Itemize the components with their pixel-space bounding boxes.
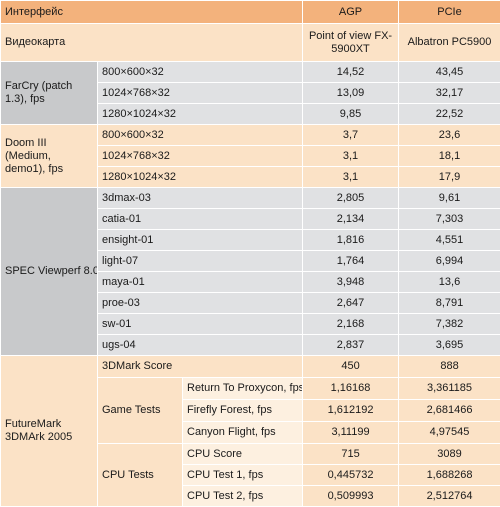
pcie-value: 2,681466: [399, 400, 500, 422]
test-name: light-07: [98, 251, 303, 272]
pcie-value: 17,9: [399, 167, 500, 188]
agp-value: 14,52: [303, 62, 399, 83]
doom-label: Doom III (Medium, demo1), fps: [1, 125, 98, 188]
table-row: FarCry (patch 1.3), fps 800×600×32 14,52…: [1, 62, 500, 83]
agp-value: 450: [303, 356, 399, 378]
agp-header: AGP: [303, 1, 399, 24]
pcie-header: PCIe: [399, 1, 500, 24]
resolution-cell: 1280×1024×32: [98, 104, 303, 125]
pcie-value: 13,6: [399, 272, 500, 293]
pcie-value: 7,382: [399, 314, 500, 335]
pcie-value: 43,45: [399, 62, 500, 83]
agp-value: 3,948: [303, 272, 399, 293]
agp-value: 3,1: [303, 146, 399, 167]
pcie-value: 6,994: [399, 251, 500, 272]
resolution-cell: 800×600×32: [98, 62, 303, 83]
pcie-value: 4,97545: [399, 422, 500, 444]
resolution-cell: 1024×768×32: [98, 83, 303, 104]
test-name: 3DMark Score: [98, 356, 303, 378]
agp-value: 1,764: [303, 251, 399, 272]
resolution-cell: 1024×768×32: [98, 146, 303, 167]
pcie-card-name: Albatron PC5900: [399, 24, 500, 62]
agp-value: 0,445732: [303, 465, 399, 486]
agp-value: 2,805: [303, 188, 399, 209]
pcie-value: 2,512764: [399, 486, 500, 507]
futuremark-label: FutureMark 3DMArk 2005: [1, 356, 98, 507]
agp-card-name: Point of view FX-5900XT: [303, 24, 399, 62]
spec-label: SPEC Viewperf 8.0.1: [1, 188, 98, 356]
agp-value: 2,168: [303, 314, 399, 335]
resolution-cell: 1280×1024×32: [98, 167, 303, 188]
pcie-value: 9,61: [399, 188, 500, 209]
pcie-value: 3,695: [399, 335, 500, 356]
test-name: catia-01: [98, 209, 303, 230]
game-tests-label: Game Tests: [98, 378, 183, 444]
pcie-value: 1,688268: [399, 465, 500, 486]
test-name: Return To Proxycon, fps: [183, 378, 303, 400]
agp-value: 1,16168: [303, 378, 399, 400]
agp-value: 3,1: [303, 167, 399, 188]
pcie-value: 3089: [399, 444, 500, 465]
header-row: Интерфейс AGP PCIe: [1, 1, 500, 24]
pcie-value: 4,551: [399, 230, 500, 251]
agp-value: 1,816: [303, 230, 399, 251]
test-name: proe-03: [98, 293, 303, 314]
videocard-label: Видеокарта: [1, 24, 303, 62]
agp-value: 13,09: [303, 83, 399, 104]
table-row: FutureMark 3DMArk 2005 3DMark Score 450 …: [1, 356, 500, 378]
test-name: Canyon Flight, fps: [183, 422, 303, 444]
resolution-cell: 800×600×32: [98, 125, 303, 146]
agp-value: 715: [303, 444, 399, 465]
test-name: sw-01: [98, 314, 303, 335]
test-name: CPU Test 2, fps: [183, 486, 303, 507]
pcie-value: 22,52: [399, 104, 500, 125]
pcie-value: 3,361185: [399, 378, 500, 400]
test-name: 3dmax-03: [98, 188, 303, 209]
test-name: ugs-04: [98, 335, 303, 356]
pcie-value: 888: [399, 356, 500, 378]
pcie-value: 8,791: [399, 293, 500, 314]
test-name: CPU Test 1, fps: [183, 465, 303, 486]
agp-value: 2,837: [303, 335, 399, 356]
agp-value: 2,134: [303, 209, 399, 230]
test-name: ensight-01: [98, 230, 303, 251]
cpu-tests-label: CPU Tests: [98, 444, 183, 507]
table-row: Doom III (Medium, demo1), fps 800×600×32…: [1, 125, 500, 146]
test-name: Firefly Forest, fps: [183, 400, 303, 422]
agp-value: 2,647: [303, 293, 399, 314]
pcie-value: 23,6: [399, 125, 500, 146]
test-name: CPU Score: [183, 444, 303, 465]
agp-value: 0,509993: [303, 486, 399, 507]
pcie-value: 18,1: [399, 146, 500, 167]
agp-value: 1,612192: [303, 400, 399, 422]
videocard-row: Видеокарта Point of view FX-5900XT Albat…: [1, 24, 500, 62]
pcie-value: 32,17: [399, 83, 500, 104]
test-name: maya-01: [98, 272, 303, 293]
farcry-label: FarCry (patch 1.3), fps: [1, 62, 98, 125]
interface-header: Интерфейс: [1, 1, 303, 24]
agp-value: 9,85: [303, 104, 399, 125]
table-row: SPEC Viewperf 8.0.1 3dmax-03 2,805 9,61: [1, 188, 500, 209]
agp-value: 3,7: [303, 125, 399, 146]
pcie-value: 7,303: [399, 209, 500, 230]
agp-value: 3,11199: [303, 422, 399, 444]
